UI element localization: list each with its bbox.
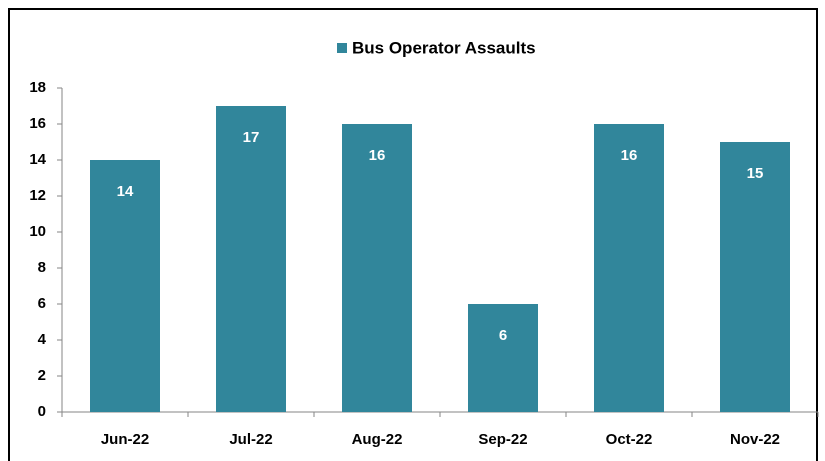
bar xyxy=(468,304,538,412)
bar xyxy=(594,124,664,412)
x-tick-label: Jul-22 xyxy=(229,431,272,448)
legend-label: Bus Operator Assaults xyxy=(352,38,536,57)
y-tick-label: 18 xyxy=(29,79,46,96)
bar xyxy=(342,124,412,412)
x-tick-label: Sep-22 xyxy=(478,431,527,448)
legend-swatch xyxy=(337,43,347,53)
y-tick-label: 14 xyxy=(29,151,46,168)
data-label: 16 xyxy=(369,147,386,164)
bar xyxy=(216,106,286,412)
y-tick-label: 6 xyxy=(38,295,46,312)
y-tick-label: 10 xyxy=(29,223,46,240)
data-label: 15 xyxy=(747,165,764,182)
y-tick-label: 12 xyxy=(29,187,46,204)
x-tick-label: Jun-22 xyxy=(101,431,149,448)
bar xyxy=(90,160,160,412)
data-label: 14 xyxy=(117,183,134,200)
y-tick-label: 16 xyxy=(29,115,46,132)
data-label: 17 xyxy=(243,129,260,146)
data-label: 16 xyxy=(621,147,638,164)
data-label: 6 xyxy=(499,327,507,344)
y-tick-label: 4 xyxy=(38,331,47,348)
y-tick-label: 2 xyxy=(38,367,46,384)
bar xyxy=(720,142,790,412)
x-tick-label: Nov-22 xyxy=(730,431,780,448)
y-tick-label: 0 xyxy=(38,403,46,420)
x-tick-label: Aug-22 xyxy=(352,431,403,448)
y-tick-label: 8 xyxy=(38,259,46,276)
x-tick-label: Oct-22 xyxy=(606,431,653,448)
